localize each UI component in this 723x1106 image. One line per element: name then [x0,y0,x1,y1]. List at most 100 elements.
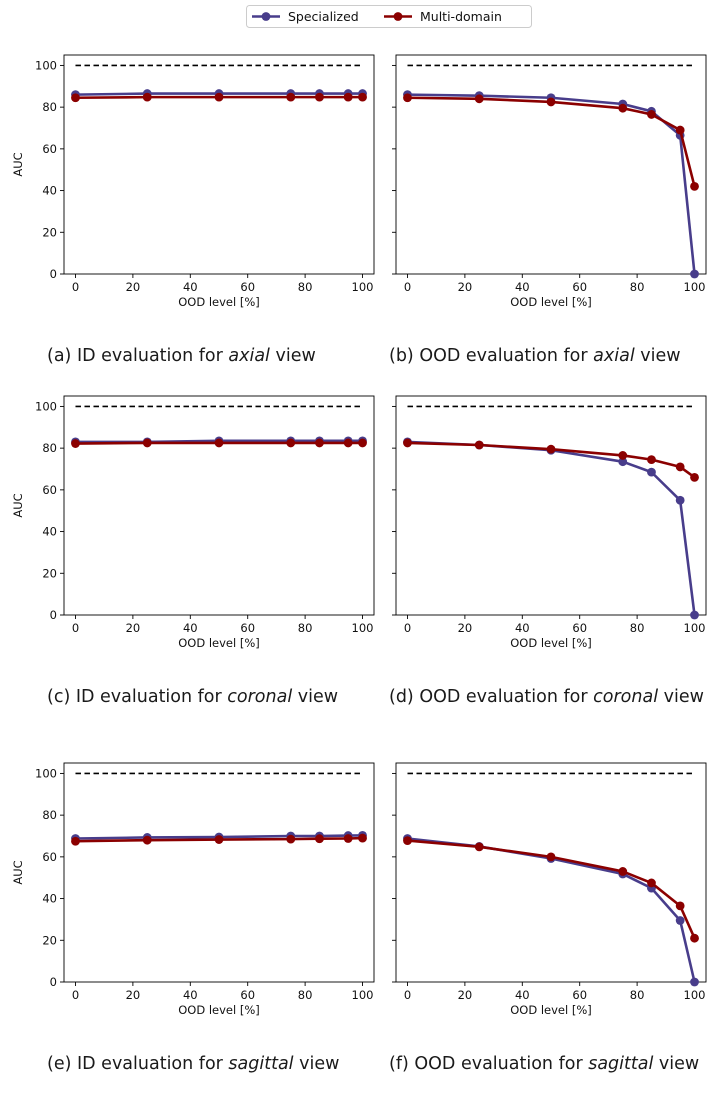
x-axis-label: OOD level [%] [178,295,260,309]
x-axis-label: OOD level [%] [178,1003,260,1017]
x-tick-label: 60 [572,988,587,1002]
data-point [286,438,296,448]
chart-e: 0 20 40 60 80 100 0 20 40 60 80 100 OOD level [%] AUC [11,762,375,1017]
data-point [647,455,656,465]
data-point [474,440,484,450]
x-tick-label: 20 [458,280,473,294]
data-point [403,836,412,845]
data-point [214,92,224,102]
data-point [675,916,685,925]
data-point [546,444,556,454]
x-tick-label: 0 [404,280,411,294]
data-point [690,269,699,279]
x-tick-label: 60 [240,988,255,1002]
x-tick-label: 40 [183,280,198,294]
chart-c: 0 20 40 60 80 100 0 20 40 60 80 100 OOD level [%] AUC [11,395,375,650]
y-tick-label: 60 [42,483,57,497]
y-axis-label: AUC [11,860,25,884]
x-axis-label: OOD level [%] [510,1003,592,1017]
x-axis-label: OOD level [%] [510,295,592,309]
data-point [142,92,152,102]
x-tick-label: 60 [240,280,255,294]
data-point [675,125,685,135]
caption-b: (b) OOD evaluation for axial view [389,346,681,366]
y-tick-label: 20 [42,225,57,239]
data-point [474,842,484,852]
x-tick-label: 0 [404,621,411,635]
x-tick-label: 80 [298,280,313,294]
data-point [358,833,367,843]
data-point [690,933,699,943]
data-point [474,94,484,104]
x-tick-label: 80 [298,621,313,635]
data-point [675,462,685,472]
data-point [142,438,152,448]
data-point [214,438,224,448]
data-point [618,867,628,876]
y-axis-label: AUC [11,152,25,176]
data-point [647,467,656,477]
data-point [675,901,685,911]
x-tick-label: 0 [72,988,79,1002]
data-point [403,438,412,448]
caption-c: (c) ID evaluation for coronal view [47,687,339,707]
axes-frame [63,395,375,616]
chart-d: 0 20 40 60 80 100 OOD level [%] [392,395,707,650]
y-tick-label: 80 [42,100,57,114]
data-point [690,182,699,191]
data-point [71,439,80,448]
x-tick-label: 20 [126,621,141,635]
x-tick-label: 100 [352,280,374,294]
x-tick-label: 60 [240,621,255,635]
data-point [343,92,353,102]
series-line-0 [407,93,696,275]
y-tick-label: 100 [35,766,57,780]
data-point [315,834,324,844]
y-tick-label: 0 [50,975,57,989]
data-point [618,457,628,467]
data-point [343,438,353,448]
x-tick-label: 80 [630,988,645,1002]
data-point [142,835,152,845]
x-tick-label: 80 [630,280,645,294]
chart-b: 0 20 40 60 80 100 OOD level [%] [392,54,707,309]
data-point [286,92,296,102]
x-tick-label: 100 [684,621,706,635]
data-point [647,878,656,888]
data-point [315,92,324,102]
data-point [214,835,224,844]
x-axis-label: OOD level [%] [178,636,260,650]
x-tick-label: 0 [72,280,79,294]
caption-e: (e) ID evaluation for sagittal view [47,1054,340,1074]
y-tick-label: 0 [50,267,57,281]
data-point [690,977,699,987]
axes-frame [395,54,707,275]
data-point [358,92,367,102]
data-point [618,451,628,460]
data-point [618,103,628,113]
chart-a: 0 20 40 60 80 100 0 20 40 60 80 100 OOD level [%] AUC [11,54,375,309]
axes-frame [63,54,375,275]
x-tick-label: 20 [126,280,141,294]
data-point [343,834,353,843]
x-tick-label: 40 [183,988,198,1002]
data-point [403,93,412,103]
x-tick-label: 40 [515,280,530,294]
chart-f: 0 20 40 60 80 100 OOD level [%] [392,762,707,1017]
y-tick-label: 60 [42,142,57,156]
y-tick-label: 80 [42,441,57,455]
legend: Specialized Multi-domain [246,5,532,28]
axes-frame [395,395,707,616]
x-tick-label: 100 [684,988,706,1002]
data-point [71,836,80,846]
y-tick-label: 40 [42,525,57,539]
x-tick-label: 40 [183,621,198,635]
x-tick-label: 100 [352,988,374,1002]
y-tick-label: 20 [42,566,57,580]
data-point [546,97,556,107]
legend-marker-1 [393,12,403,21]
x-tick-label: 80 [298,988,313,1002]
x-tick-label: 40 [515,621,530,635]
data-point [690,472,699,482]
